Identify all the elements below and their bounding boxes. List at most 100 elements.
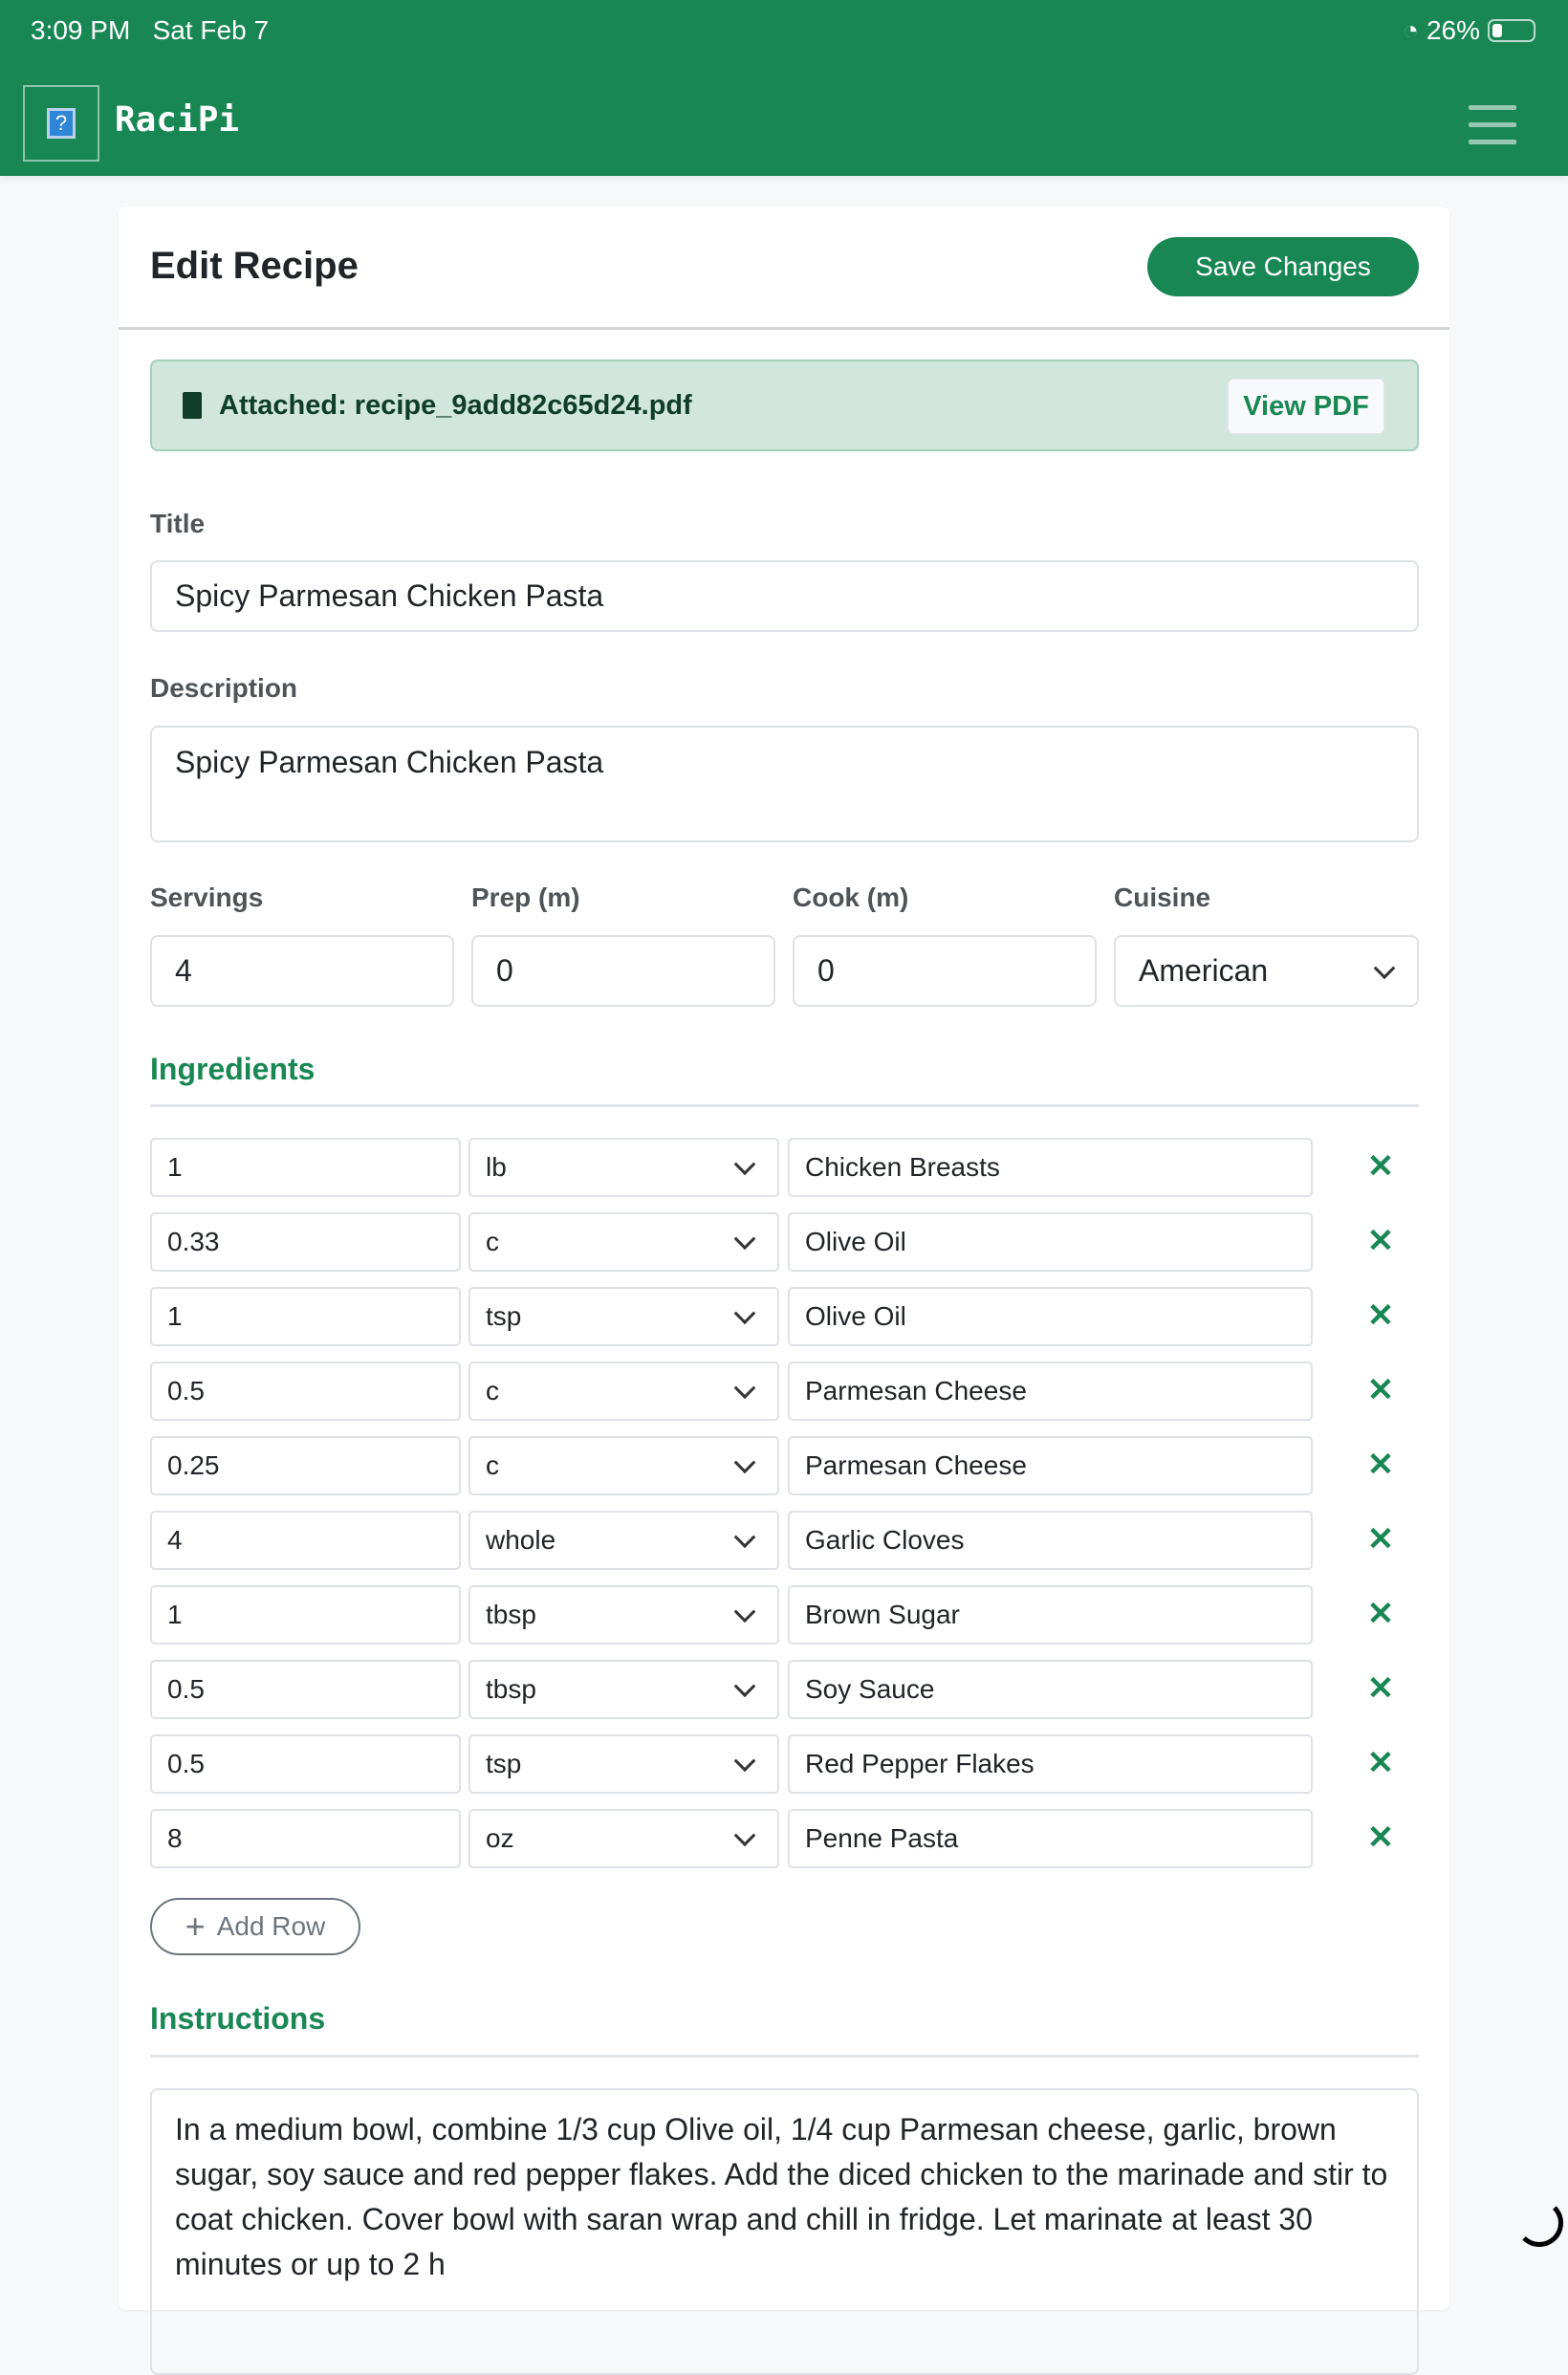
title-input[interactable]: Spicy Parmesan Chicken Pasta [150,560,1419,632]
pdf-file-icon [183,392,202,419]
ingredient-name-input[interactable]: Olive Oil [788,1212,1313,1272]
remove-row-icon[interactable]: ✕ [1366,1297,1395,1334]
quantity-input[interactable]: 4 [150,1511,461,1570]
ingredient-name-input[interactable]: Parmesan Cheese [788,1362,1313,1421]
unit-select[interactable]: tbsp [468,1660,779,1719]
cook-label: Cook (m) [793,882,909,912]
unit-select[interactable]: c [468,1212,779,1272]
divider [150,2055,1419,2058]
unit-select[interactable]: c [468,1436,779,1495]
chevron-down-icon [1373,956,1396,979]
chevron-down-icon [733,1451,756,1474]
plus-icon: + [185,1907,206,1946]
remove-row-icon[interactable]: ✕ [1366,1670,1395,1707]
unit-value: lb [486,1152,507,1182]
chevron-down-icon [733,1377,756,1400]
hamburger-menu-icon[interactable] [1469,105,1516,157]
view-pdf-button[interactable]: View PDF [1228,379,1384,434]
unit-select[interactable]: lb [468,1138,779,1197]
ingredient-name-input[interactable]: Soy Sauce [788,1660,1313,1719]
quantity-input[interactable]: 0.5 [150,1734,461,1794]
page-title: Edit Recipe [150,245,359,287]
chevron-down-icon [733,1750,756,1773]
chevron-down-icon [733,1601,756,1623]
unit-value: tbsp [486,1600,536,1629]
add-row-button[interactable]: + Add Row [150,1898,360,1955]
save-changes-button[interactable]: Save Changes [1147,237,1419,296]
quantity-input[interactable]: 8 [150,1809,461,1868]
status-time: 3:09 PM [31,15,131,45]
unit-select[interactable]: tbsp [468,1585,779,1645]
title-label: Title [150,509,206,538]
remove-row-icon[interactable]: ✕ [1366,1596,1395,1632]
prep-label: Prep (m) [471,882,580,912]
chevron-down-icon [733,1526,756,1549]
chevron-down-icon [733,1824,756,1847]
status-date: Sat Feb 7 [152,15,270,45]
attachment-text: Attached: recipe_9add82c65d24.pdf [219,390,692,421]
unit-value: tsp [486,1301,522,1331]
cuisine-select[interactable]: American [1114,935,1419,1007]
chevron-down-icon [733,1302,756,1325]
remove-row-icon[interactable]: ✕ [1366,1447,1395,1483]
servings-label: Servings [150,882,264,912]
chevron-down-icon [733,1153,756,1176]
unit-value: whole [486,1525,556,1555]
unit-value: c [486,1376,499,1405]
unit-value: oz [486,1823,514,1853]
logo[interactable]: ? [23,85,99,162]
ingredient-name-input[interactable]: Garlic Cloves [788,1511,1313,1570]
ingredient-name-input[interactable]: Parmesan Cheese [788,1436,1313,1495]
edit-recipe-card: Edit Recipe Save Changes Attached: recip… [119,207,1449,2375]
unit-value: tbsp [486,1674,536,1704]
battery-icon [1488,19,1535,42]
chevron-down-icon [733,1228,756,1251]
instructions-input[interactable]: In a medium bowl, combine 1/3 cup Olive … [150,2088,1419,2375]
wifi-icon: ◔ [1403,15,1419,45]
status-bar: 3:09 PM Sat Feb 7 ◔ 26% [0,0,1568,57]
ingredient-name-input[interactable]: Brown Sugar [788,1585,1313,1645]
add-row-label: Add Row [216,1911,326,1941]
instructions-heading: Instructions [150,2001,326,2036]
unit-select[interactable]: c [468,1362,779,1421]
ingredient-name-input[interactable]: Olive Oil [788,1287,1313,1346]
servings-input[interactable]: 4 [150,935,454,1007]
divider [150,1104,1419,1107]
cuisine-value: American [1139,953,1269,988]
divider [119,327,1449,330]
ingredient-name-input[interactable]: Red Pepper Flakes [788,1734,1313,1794]
remove-row-icon[interactable]: ✕ [1366,1521,1395,1558]
quantity-input[interactable]: 1 [150,1585,461,1645]
quantity-input[interactable]: 1 [150,1138,461,1197]
remove-row-icon[interactable]: ✕ [1366,1223,1395,1259]
remove-row-icon[interactable]: ✕ [1366,1148,1395,1185]
remove-row-icon[interactable]: ✕ [1366,1745,1395,1781]
remove-row-icon[interactable]: ✕ [1366,1819,1395,1856]
ingredient-name-input[interactable]: Penne Pasta [788,1809,1313,1868]
unit-value: c [486,1227,499,1256]
remove-row-icon[interactable]: ✕ [1366,1372,1395,1408]
cuisine-label: Cuisine [1114,882,1211,912]
ingredients-heading: Ingredients [150,1052,316,1086]
ingredient-name-input[interactable]: Chicken Breasts [788,1138,1313,1197]
cook-input[interactable]: 0 [793,935,1097,1007]
prep-input[interactable]: 0 [471,935,775,1007]
unit-select[interactable]: whole [468,1511,779,1570]
attachment-alert: Attached: recipe_9add82c65d24.pdf View P… [150,360,1419,451]
quantity-input[interactable]: 0.5 [150,1362,461,1421]
unit-value: c [486,1450,499,1480]
unit-select[interactable]: tsp [468,1287,779,1346]
quantity-input[interactable]: 0.5 [150,1660,461,1719]
unit-value: tsp [486,1749,522,1778]
battery-percent: 26% [1426,15,1480,45]
chevron-down-icon [733,1675,756,1698]
unit-select[interactable]: oz [468,1809,779,1868]
quantity-input[interactable]: 1 [150,1287,461,1346]
description-label: Description [150,673,298,703]
brand-name[interactable]: RaciPi [115,100,240,140]
loading-spinner-icon [1515,2199,1563,2247]
quantity-input[interactable]: 0.25 [150,1436,461,1495]
quantity-input[interactable]: 0.33 [150,1212,461,1272]
unit-select[interactable]: tsp [468,1734,779,1794]
description-input[interactable]: Spicy Parmesan Chicken Pasta [150,726,1419,842]
